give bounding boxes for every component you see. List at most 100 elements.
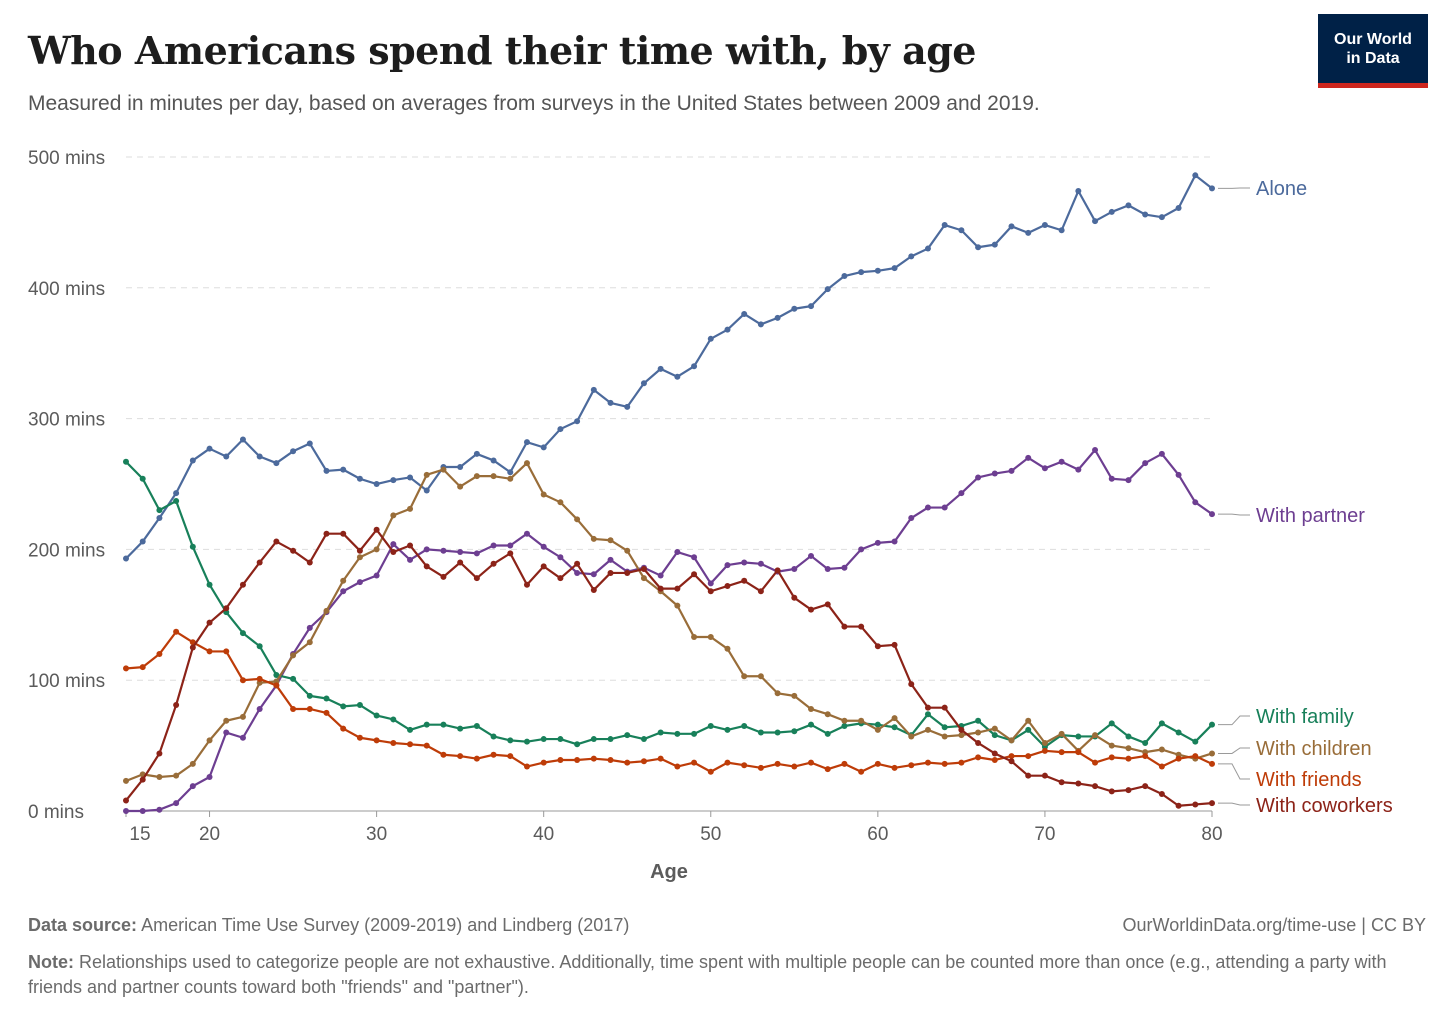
data-point-alone-77 — [1158, 214, 1165, 221]
data-point-with-children-30 — [373, 546, 380, 553]
data-point-with-family-43 — [590, 736, 597, 743]
note-label: Note: — [28, 952, 74, 972]
data-point-with-children-69 — [1025, 717, 1032, 724]
data-point-with-friends-23 — [256, 675, 263, 682]
data-point-with-partner-67 — [991, 470, 998, 477]
data-point-with-partner-35 — [457, 549, 464, 556]
data-point-with-family-37 — [490, 733, 497, 740]
data-point-alone-48 — [674, 373, 681, 380]
data-point-with-coworkers-47 — [657, 585, 664, 592]
data-point-with-partner-76 — [1142, 460, 1149, 467]
data-point-alone-16 — [139, 538, 146, 545]
data-source: Data source: American Time Use Survey (2… — [28, 915, 629, 936]
x-tick-label-60: 60 — [867, 824, 888, 845]
data-point-with-friends-48 — [674, 763, 681, 770]
data-point-with-children-36 — [473, 473, 480, 480]
data-point-with-family-67 — [991, 732, 998, 739]
data-point-with-friends-72 — [1075, 749, 1082, 756]
data-point-with-coworkers-16 — [139, 776, 146, 783]
data-point-with-partner-18 — [173, 800, 180, 807]
data-point-with-children-65 — [958, 732, 965, 739]
data-point-with-coworkers-36 — [473, 575, 480, 582]
data-point-with-family-78 — [1175, 729, 1182, 736]
data-point-with-coworkers-45 — [624, 569, 631, 576]
data-point-with-family-40 — [540, 736, 547, 743]
data-point-with-family-61 — [891, 724, 898, 731]
data-point-with-partner-39 — [523, 530, 530, 537]
data-point-with-coworkers-21 — [223, 605, 230, 612]
data-point-with-partner-61 — [891, 538, 898, 545]
series-with-friends — [123, 628, 1215, 775]
data-point-with-coworkers-73 — [1092, 783, 1099, 790]
data-point-with-family-30 — [373, 712, 380, 719]
y-tick-label-400: 400 mins — [28, 279, 105, 300]
data-point-with-family-45 — [624, 732, 631, 739]
data-point-with-family-49 — [691, 730, 698, 737]
data-point-with-family-72 — [1075, 733, 1082, 740]
label-connector-with-friends — [1218, 763, 1250, 780]
data-point-with-family-51 — [724, 726, 731, 733]
data-point-with-family-50 — [707, 722, 714, 729]
data-point-with-family-19 — [189, 543, 196, 550]
series-label-with-partner: With partner — [1256, 505, 1365, 527]
data-point-with-coworkers-19 — [189, 644, 196, 651]
data-point-with-coworkers-44 — [607, 569, 614, 576]
y-tick-label-100: 100 mins — [28, 671, 105, 692]
data-point-alone-59 — [858, 269, 865, 276]
data-point-with-friends-44 — [607, 756, 614, 763]
data-point-alone-18 — [173, 490, 180, 497]
series-label-with-children: With children — [1256, 738, 1372, 760]
data-point-with-family-17 — [156, 507, 163, 514]
data-point-with-friends-76 — [1142, 753, 1149, 760]
data-point-with-friends-59 — [858, 768, 865, 775]
data-point-with-coworkers-33 — [423, 563, 430, 570]
data-point-with-friends-15 — [123, 665, 129, 672]
data-point-with-friends-29 — [356, 734, 363, 741]
data-point-with-coworkers-64 — [941, 704, 948, 711]
data-point-with-coworkers-78 — [1175, 802, 1182, 809]
data-point-with-coworkers-27 — [323, 530, 330, 537]
line-chart: 0 mins 100 mins 200 mins 300 mins 400 mins 50… — [28, 148, 1393, 883]
data-point-with-partner-23 — [256, 705, 263, 712]
data-point-alone-33 — [423, 487, 430, 494]
data-point-with-children-50 — [707, 634, 714, 641]
data-point-alone-43 — [590, 386, 597, 393]
data-point-with-partner-43 — [590, 571, 597, 578]
data-point-with-friends-46 — [640, 758, 647, 765]
data-point-with-friends-58 — [841, 760, 848, 767]
data-point-with-partner-42 — [574, 569, 581, 576]
data-point-with-partner-29 — [356, 579, 363, 586]
data-point-with-children-35 — [457, 483, 464, 490]
data-point-with-partner-70 — [1041, 465, 1048, 472]
data-point-alone-37 — [490, 457, 497, 464]
data-point-with-family-32 — [407, 726, 414, 733]
data-point-alone-54 — [774, 314, 781, 321]
x-tick-label-80: 80 — [1201, 824, 1222, 845]
data-point-with-coworkers-68 — [1008, 758, 1015, 765]
data-point-with-coworkers-59 — [858, 623, 865, 630]
data-point-with-partner-26 — [306, 624, 313, 631]
owid-logo[interactable]: Our World in Data — [1318, 14, 1428, 88]
data-point-with-family-23 — [256, 643, 263, 650]
data-point-with-friends-24 — [273, 682, 280, 689]
data-point-with-coworkers-50 — [707, 588, 714, 595]
y-tick-label-0: 0 mins — [28, 802, 84, 823]
data-point-with-friends-31 — [390, 739, 397, 746]
data-point-alone-74 — [1108, 208, 1115, 215]
data-point-with-partner-71 — [1058, 458, 1065, 465]
data-point-with-friends-55 — [791, 763, 798, 770]
data-source-text[interactable]: American Time Use Survey (2009-2019) and… — [141, 915, 630, 935]
data-point-with-partner-36 — [473, 550, 480, 557]
data-point-with-coworkers-51 — [724, 583, 731, 590]
license-link[interactable]: OurWorldinData.org/time-use | CC BY — [1122, 915, 1426, 935]
data-point-with-children-29 — [356, 554, 363, 561]
chart-title: Who Americans spend their time with, by … — [28, 28, 976, 73]
y-tick-label-200: 200 mins — [28, 540, 105, 561]
data-point-with-coworkers-30 — [373, 526, 380, 533]
data-point-with-friends-62 — [908, 762, 915, 769]
data-point-with-family-20 — [206, 581, 213, 588]
series-label-with-friends: With friends — [1256, 769, 1362, 791]
data-point-with-friends-16 — [139, 664, 146, 671]
data-point-with-children-40 — [540, 491, 547, 498]
data-point-with-coworkers-39 — [523, 581, 530, 588]
